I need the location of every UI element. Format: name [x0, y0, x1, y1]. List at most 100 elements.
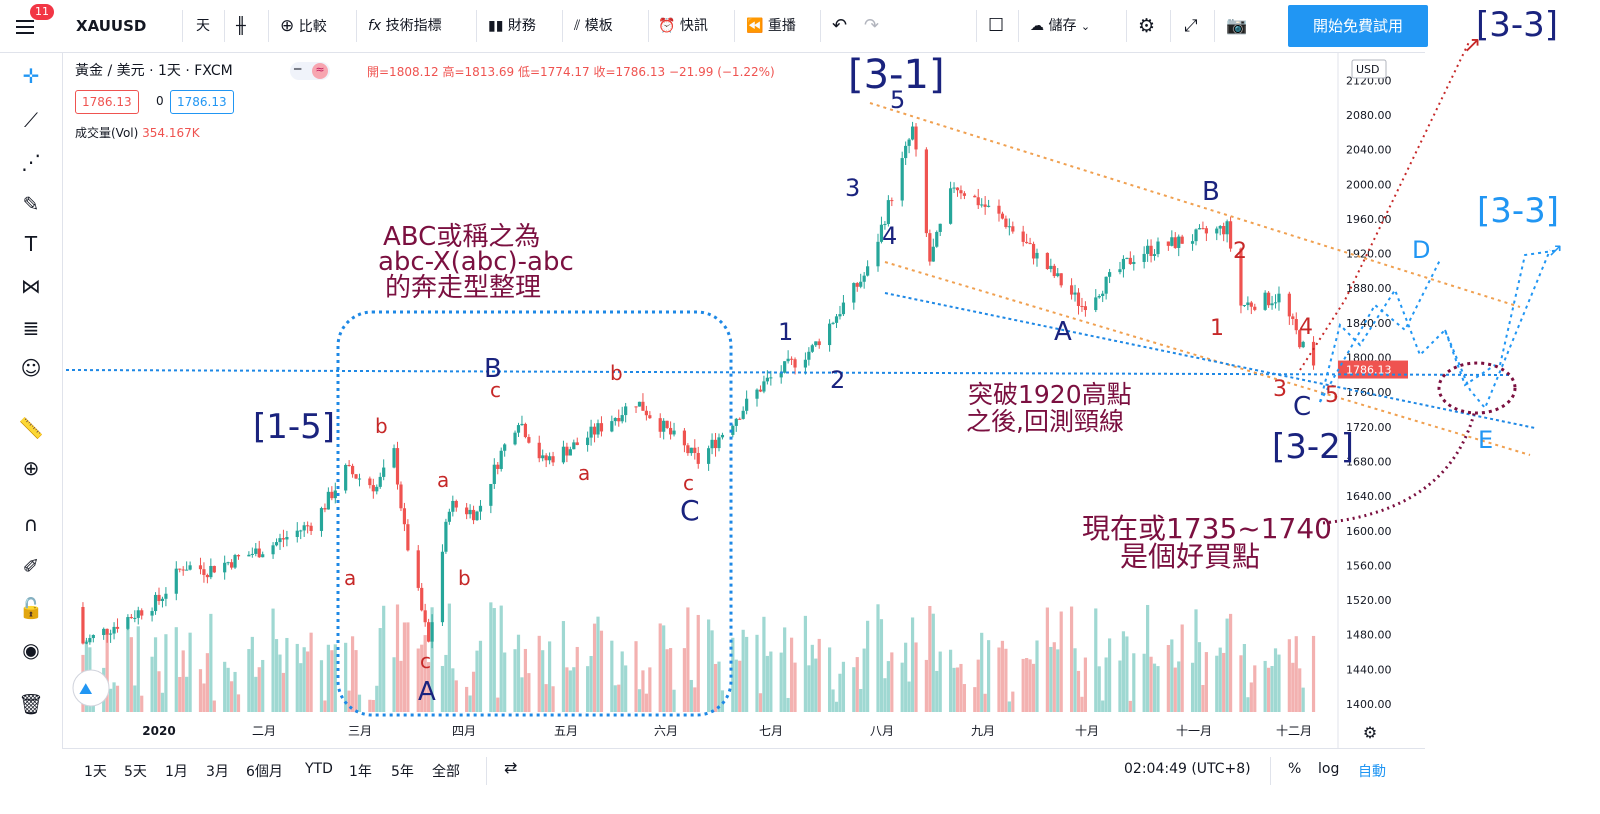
volume-bar: [382, 605, 386, 712]
volume-bar: [1052, 642, 1056, 712]
zoom-in-icon[interactable]: ⊕: [22, 456, 40, 480]
volume-bar: [575, 646, 579, 712]
save-button[interactable]: ☁ 儲存 ⌄: [1030, 18, 1091, 34]
candle-body: [326, 491, 330, 510]
text-tool-icon[interactable]: T: [24, 232, 38, 256]
percent-scale-button[interactable]: %: [1288, 761, 1302, 777]
camera-icon[interactable]: 📷: [1226, 16, 1248, 36]
candle-body: [150, 611, 154, 616]
range-all[interactable]: 全部: [432, 764, 460, 780]
candle-body: [126, 617, 130, 629]
volume-bar: [427, 662, 431, 712]
range-1y[interactable]: 1年: [349, 764, 372, 780]
candle-body: [662, 420, 666, 432]
candle-body: [952, 187, 956, 189]
magnet-icon[interactable]: ∩: [23, 512, 39, 536]
volume-bar: [181, 650, 185, 712]
start-free-trial-button[interactable]: 開始免費試用: [1288, 5, 1428, 47]
goto-date-icon[interactable]: ⇄: [504, 758, 518, 777]
volume-bar: [789, 637, 794, 712]
candle-body: [88, 638, 92, 643]
candle-body: [1132, 261, 1136, 265]
log-scale-button[interactable]: log: [1318, 761, 1340, 777]
range-5d[interactable]: 5天: [124, 764, 147, 780]
arrow-up-right-icon: ↗: [1548, 240, 1563, 261]
volume-bar: [257, 667, 261, 712]
range-ytd[interactable]: YTD: [305, 761, 333, 777]
menu-button[interactable]: [8, 10, 42, 44]
range-1m[interactable]: 1月: [165, 764, 188, 780]
volume-bar: [561, 621, 566, 712]
ruler-icon[interactable]: 📏: [18, 416, 44, 440]
price-tick-label: 2080.00: [1346, 109, 1392, 122]
layout-square-icon[interactable]: ☐: [988, 15, 1005, 36]
trash-icon[interactable]: 🗑: [18, 692, 44, 716]
candle-body: [745, 398, 749, 411]
candle-body: [973, 195, 977, 198]
volume-bar: [229, 681, 234, 712]
volume-bar: [935, 670, 939, 712]
volume-bar: [185, 676, 189, 712]
candle-body: [959, 190, 963, 194]
candle-body: [109, 633, 113, 635]
volume-bar: [1049, 646, 1053, 712]
fib-icon[interactable]: ⋰: [21, 150, 41, 174]
channel-upper: [869, 102, 1521, 308]
wave-label-c2: c: [490, 378, 501, 402]
chart-legend-title[interactable]: 黃金 / 美元 · 1天 · FXCM: [75, 63, 233, 79]
candle-type-icon[interactable]: ╫: [236, 16, 246, 35]
candle-body: [1152, 254, 1157, 256]
candle-body: [430, 622, 434, 642]
volume-bar: [1118, 660, 1122, 712]
gear-icon[interactable]: ⚙: [1138, 15, 1156, 37]
wave-label-3-1: [3-1]: [848, 52, 945, 98]
crosshair-icon[interactable]: ✛: [22, 64, 40, 88]
unlock-icon[interactable]: 🔓: [18, 596, 44, 620]
financials-button[interactable]: ▮▮ 財務: [488, 18, 536, 34]
alerts-button[interactable]: ⏰ 快訊: [658, 18, 708, 34]
range-1d[interactable]: 1天: [84, 764, 107, 780]
volume-bar: [962, 684, 967, 712]
volume-bar: [745, 636, 749, 712]
volume-bar: [150, 656, 154, 712]
range-6m[interactable]: 6個月: [246, 764, 283, 780]
emoji-icon[interactable]: ☺: [20, 356, 42, 380]
lock-drawing-icon[interactable]: ✐: [22, 554, 40, 578]
price-tick-label: 1720.00: [1346, 421, 1392, 434]
replay-button[interactable]: ⏪ 重播: [746, 18, 796, 34]
brush-icon[interactable]: ✎: [22, 192, 40, 216]
symbol-search[interactable]: XAUUSD: [76, 17, 147, 35]
auto-scale-button[interactable]: 自動: [1358, 764, 1386, 780]
volume-bar: [475, 650, 479, 712]
wave-label-E: E: [1478, 426, 1493, 454]
candle-body: [1263, 292, 1267, 310]
interval-button[interactable]: 天: [196, 18, 210, 34]
fullscreen-icon[interactable]: ⤢: [1184, 16, 1198, 36]
volume-bar: [914, 642, 918, 712]
volume-bar: [423, 635, 427, 712]
indicators-button[interactable]: fx 技術指標: [368, 18, 442, 34]
undo-icon[interactable]: ↶: [832, 15, 848, 36]
volume-bar: [741, 629, 745, 712]
pattern-icon[interactable]: ⋈: [21, 274, 41, 298]
time-tick-label: 六月: [654, 724, 678, 738]
volume-bar: [568, 670, 572, 712]
candle-body: [624, 406, 628, 416]
eye-icon[interactable]: ◉: [22, 638, 40, 662]
bid-price[interactable]: 1786.13: [75, 90, 139, 114]
clock-time[interactable]: 02:04:49 (UTC+8): [1124, 761, 1251, 777]
candle-body: [1000, 213, 1005, 219]
range-3m[interactable]: 3月: [206, 764, 229, 780]
candle-body: [783, 361, 787, 373]
range-5y[interactable]: 5年: [391, 764, 414, 780]
bar-chart-icon: ▮▮: [488, 18, 504, 34]
prediction-icon[interactable]: ≣: [22, 316, 40, 340]
compare-button[interactable]: ⊕ 比較: [280, 16, 327, 36]
ask-price[interactable]: 1786.13: [170, 90, 234, 114]
templates-button[interactable]: ⫽ 模板: [574, 18, 613, 34]
trendline-icon[interactable]: ⟋: [24, 108, 38, 132]
redo-icon[interactable]: ↷: [864, 15, 880, 36]
candle-body: [105, 628, 109, 635]
legend-toggle[interactable]: ━ ≈: [290, 62, 330, 80]
